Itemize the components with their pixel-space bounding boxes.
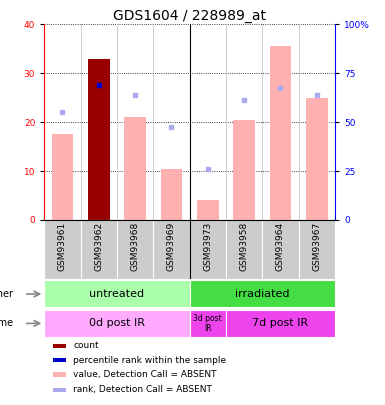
Bar xyxy=(306,98,328,220)
Text: untreated: untreated xyxy=(89,289,144,299)
Bar xyxy=(53,373,66,377)
Bar xyxy=(233,120,255,220)
Text: GSM93961: GSM93961 xyxy=(58,222,67,271)
Bar xyxy=(53,358,66,362)
Text: other: other xyxy=(0,289,14,299)
Bar xyxy=(80,220,117,279)
Text: GSM93962: GSM93962 xyxy=(94,222,103,271)
Text: 0d post IR: 0d post IR xyxy=(89,318,145,328)
Bar xyxy=(117,220,153,279)
Bar xyxy=(44,280,190,307)
Bar xyxy=(52,134,73,220)
Bar xyxy=(190,280,335,307)
Bar xyxy=(88,59,110,220)
Bar xyxy=(299,220,335,279)
Text: irradiated: irradiated xyxy=(235,289,290,299)
Text: percentile rank within the sample: percentile rank within the sample xyxy=(74,356,227,364)
Text: GSM93968: GSM93968 xyxy=(131,222,140,271)
Text: GSM93967: GSM93967 xyxy=(312,222,321,271)
Bar xyxy=(226,309,335,337)
Bar xyxy=(262,220,299,279)
Bar xyxy=(190,220,226,279)
Text: 7d post IR: 7d post IR xyxy=(253,318,308,328)
Bar xyxy=(270,46,291,220)
Bar xyxy=(53,388,66,392)
Bar xyxy=(161,168,182,220)
Bar xyxy=(190,309,226,337)
Text: GSM93973: GSM93973 xyxy=(203,222,212,271)
Bar xyxy=(44,220,80,279)
Text: value, Detection Call = ABSENT: value, Detection Call = ABSENT xyxy=(74,370,217,379)
Bar xyxy=(226,220,262,279)
Text: GSM93964: GSM93964 xyxy=(276,222,285,271)
Bar xyxy=(153,220,189,279)
Title: GDS1604 / 228989_at: GDS1604 / 228989_at xyxy=(113,9,266,23)
Text: GSM93958: GSM93958 xyxy=(239,222,249,271)
Bar xyxy=(53,343,66,347)
Bar xyxy=(124,117,146,220)
Bar xyxy=(44,309,190,337)
Text: count: count xyxy=(74,341,99,350)
Text: time: time xyxy=(0,318,14,328)
Bar xyxy=(197,200,219,220)
Text: 3d post
IR: 3d post IR xyxy=(193,314,222,333)
Text: rank, Detection Call = ABSENT: rank, Detection Call = ABSENT xyxy=(74,385,213,394)
Text: GSM93969: GSM93969 xyxy=(167,222,176,271)
